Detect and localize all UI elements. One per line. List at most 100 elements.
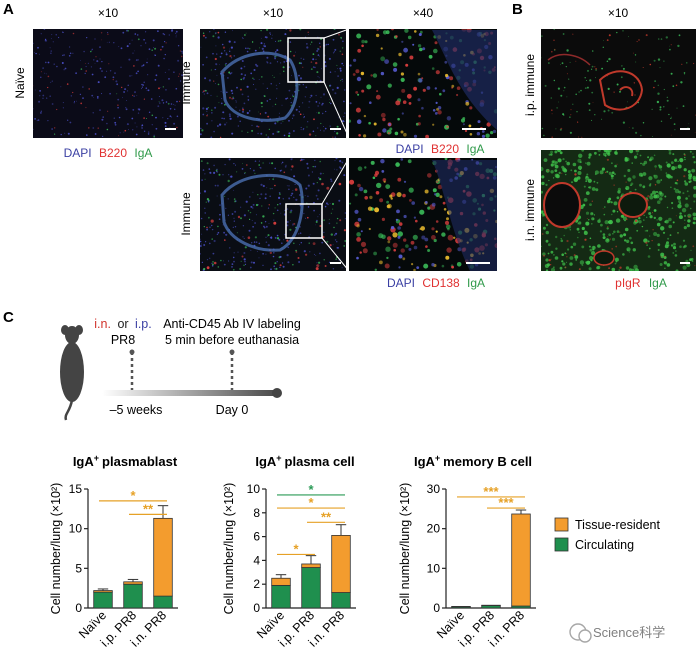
y-tick-label: 5 (75, 561, 82, 575)
scale-bar (330, 262, 341, 264)
legend-swatch-circulating (554, 537, 569, 552)
y-tick-label: 0 (433, 601, 440, 615)
bar-circulating-3 (153, 595, 173, 609)
scale-bar (462, 128, 486, 130)
legend-iga: IgA (649, 276, 667, 290)
y-tick-label: 6 (253, 530, 260, 544)
bar-circulating-3 (331, 592, 351, 609)
immune-magnification-high: ×40 (413, 6, 434, 20)
series-legend: Tissue-resident Circulating (554, 517, 661, 552)
y-tick-label: 30 (427, 482, 441, 496)
scale-bar (165, 128, 176, 130)
y-tick-label: 15 (69, 482, 83, 496)
bar-circulating-2 (123, 583, 143, 609)
significance-stars: * (130, 488, 136, 503)
naive-row-label: Naïve (13, 67, 27, 99)
bar-tissue-resident-3 (511, 513, 531, 607)
panel-c-letter: C (3, 309, 14, 326)
chart-title: IgA+ plasmablast (73, 453, 178, 469)
bar-circulating-1 (93, 591, 113, 609)
chart-title: IgA+ memory B cell (414, 453, 532, 469)
legend-iga: IgA (466, 142, 484, 156)
immune-row-label-top: Immune (179, 61, 193, 105)
legend-label-tissue-resident: Tissue-resident (575, 518, 661, 532)
immune-top-stain-legend: DAPI B220 IgA (396, 142, 485, 156)
naive-stain-legend: DAPI B220 IgA (64, 146, 153, 160)
significance-stars: * (308, 495, 314, 510)
legend-swatch-tissue-resident (554, 517, 569, 532)
bar-tissue-resident-1 (271, 577, 291, 586)
naive-lung-micrograph (33, 29, 183, 138)
bar-tissue-resident-1 (93, 590, 113, 593)
zoom-connector (321, 237, 350, 272)
bar-tissue-resident-3 (153, 517, 173, 597)
chart-title: IgA+ plasma cell (255, 453, 354, 469)
y-axis-label: Cell number/lung (×10²) (222, 483, 236, 615)
y-axis-label: Cell number/lung (×10²) (49, 483, 63, 615)
route-in: i.n. (94, 317, 111, 331)
y-tick-label: 20 (427, 522, 441, 536)
immune-bottom-stain-legend: DAPI CD138 IgA (387, 276, 485, 290)
svg-text:DAPI B220 IgA: DAPI B220 IgA (396, 142, 485, 156)
legend-cd138: CD138 (422, 276, 460, 290)
immune-lung-micrograph-cd138 (200, 158, 346, 271)
route-or: or (117, 317, 128, 331)
zoom-connector (321, 157, 350, 205)
immune-zoom-micrograph-cd138 (349, 158, 497, 271)
legend-iga: IgA (467, 276, 485, 290)
legend-dapi: DAPI (387, 276, 415, 290)
bar-tissue-resident-3 (331, 535, 351, 593)
legend-label-circulating: Circulating (575, 538, 634, 552)
scale-bar (330, 128, 341, 130)
svg-text:DAPI CD138 IgA: DAPI CD138 IgA (387, 276, 485, 290)
legend-b220: B220 (99, 146, 127, 160)
y-tick-label: 0 (253, 601, 260, 615)
significance-stars: ** (143, 501, 154, 516)
panel-b-letter: B (512, 1, 523, 18)
y-tick-label: 10 (247, 482, 261, 496)
zoom-connector (323, 81, 350, 139)
ip-immune-micrograph (541, 29, 696, 138)
in-immune-row-label: i.n. immune (523, 179, 537, 241)
experiment-timeline: i.n. or i.p. PR8 Anti-CD45 Ab IV labelin… (94, 317, 301, 417)
panel-a-letter: A (3, 1, 14, 18)
watermark-text: Science科学 (593, 625, 665, 640)
timeline-start: –5 weeks (110, 403, 163, 417)
significance-stars: *** (498, 495, 514, 510)
svg-text:DAPI B220 IgA: DAPI B220 IgA (64, 146, 153, 160)
y-tick-label: 10 (69, 522, 83, 536)
legend-b220: B220 (431, 142, 459, 156)
panel-b-magnification: ×10 (608, 6, 629, 20)
bar-circulating-1 (271, 584, 291, 609)
y-tick-label: 4 (253, 553, 260, 567)
naive-magnification: ×10 (98, 6, 119, 20)
timeline-end: Day 0 (216, 403, 249, 417)
labeling-label-1: Anti-CD45 Ab IV labeling (163, 317, 301, 331)
y-tick-label: 8 (253, 506, 260, 520)
immune-row-label-bottom: Immune (179, 192, 193, 236)
panel-b-stain-legend: pIgR IgA (615, 276, 667, 290)
zoom-box (285, 203, 323, 239)
legend-dapi: DAPI (64, 146, 92, 160)
labeling-label-2: 5 min before euthanasia (165, 333, 299, 347)
virus-label: PR8 (111, 333, 135, 347)
zoom-box (287, 37, 325, 83)
legend-dapi: DAPI (396, 142, 424, 156)
legend-iga: IgA (134, 146, 152, 160)
y-tick-label: 2 (253, 577, 260, 591)
in-immune-micrograph (541, 150, 696, 271)
bar-tissue-resident-2 (123, 581, 143, 585)
bar-circulating-2 (301, 567, 321, 609)
significance-stars: *** (483, 484, 499, 499)
bar-charts: IgA+ plasmablast Cell number/lung (×10²) 0 5… (49, 453, 536, 650)
significance-stars: * (293, 541, 299, 556)
route-ip: i.p. (135, 317, 152, 331)
y-axis-label: Cell number/lung (×10²) (398, 483, 412, 615)
scale-bar (466, 262, 490, 264)
timeline-bar (102, 390, 276, 396)
significance-stars: ** (321, 509, 332, 524)
ip-immune-row-label: i.p. immune (523, 54, 537, 116)
watermark: Science科学 (569, 623, 665, 643)
